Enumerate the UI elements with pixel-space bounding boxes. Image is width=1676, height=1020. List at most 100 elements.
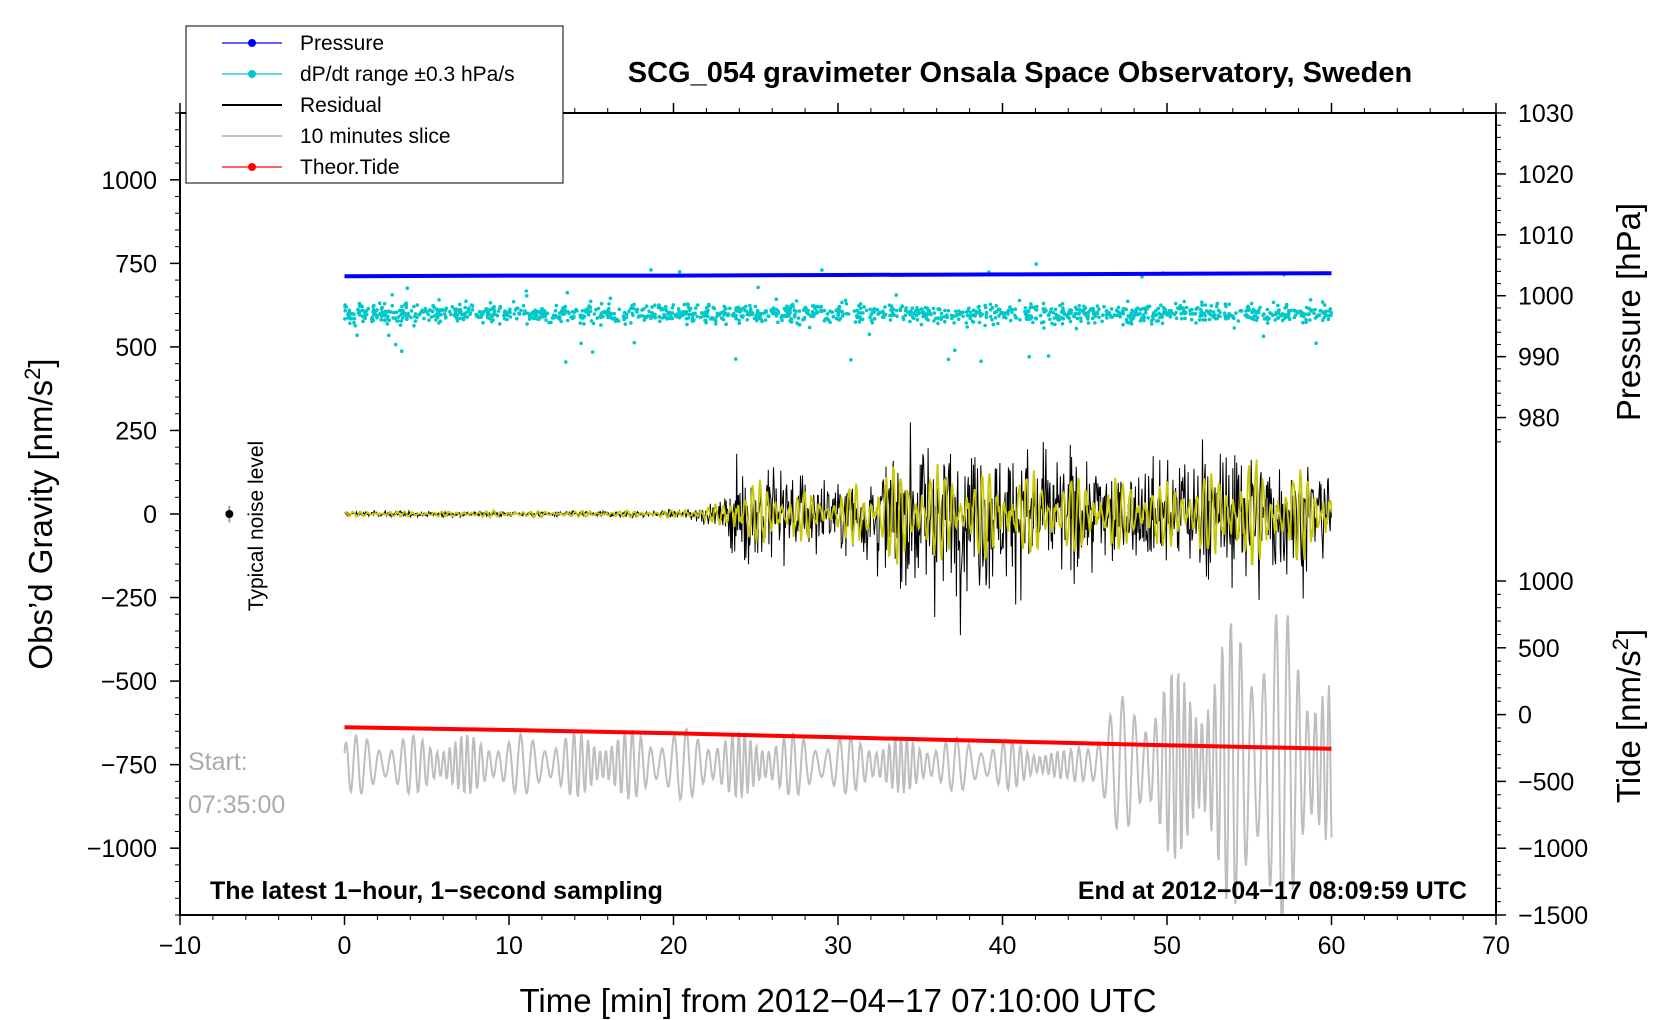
dpdt-point: [1265, 307, 1270, 312]
dpdt-point: [968, 316, 972, 321]
dpdt-point: [1117, 313, 1121, 318]
dpdt-point: [488, 301, 493, 305]
dpdt-point: [997, 314, 1001, 318]
dpdt-point: [622, 317, 626, 322]
dpdt-point: [688, 306, 693, 311]
dpdt-point: [1329, 310, 1333, 315]
dpdt-point: [961, 314, 965, 319]
series-theor-tide: [344, 725, 1332, 751]
dpdt-point: [1027, 354, 1031, 359]
dpdt-point: [1209, 313, 1213, 317]
dpdt-point: [776, 311, 780, 316]
dpdt-point: [1262, 317, 1267, 321]
left-axis-label-close: ]: [22, 358, 59, 367]
dpdt-point: [1048, 317, 1052, 322]
dpdt-point: [1232, 326, 1237, 330]
dpdt-point: [579, 341, 583, 346]
dpdt-point: [1322, 303, 1327, 307]
dpdt-point: [629, 306, 633, 311]
dpdt-point: [490, 313, 494, 318]
dpdt-point: [1116, 305, 1121, 310]
dpdt-point: [726, 312, 731, 316]
dpdt-point: [524, 289, 529, 293]
x-tick-label: 30: [824, 932, 852, 960]
dpdt-point: [714, 315, 719, 319]
dpdt-point: [713, 318, 718, 323]
dpdt-point: [898, 308, 903, 313]
dpdt-point: [677, 270, 682, 274]
dpdt-point: [343, 317, 347, 321]
dpdt-point: [937, 307, 941, 311]
dpdt-point: [343, 308, 348, 313]
tide-tick-label: 0: [1518, 702, 1532, 730]
dpdt-point: [1214, 316, 1218, 321]
dpdt-point: [685, 322, 689, 327]
dpdt-point: [450, 305, 455, 309]
dpdt-point: [544, 318, 548, 322]
dpdt-point: [400, 316, 405, 320]
dpdt-point: [1147, 304, 1152, 309]
dpdt-point: [815, 310, 820, 315]
dpdt-point: [1141, 313, 1146, 317]
dpdt-point: [1156, 306, 1161, 311]
dpdt-point: [1106, 312, 1110, 316]
dpdt-point: [943, 319, 947, 324]
dpdt-point: [901, 315, 905, 320]
dpdt-point: [1054, 312, 1058, 317]
dpdt-point: [429, 315, 434, 319]
dpdt-point: [543, 314, 547, 319]
dpdt-point: [807, 325, 812, 330]
dpdt-point: [588, 299, 593, 304]
dpdt-point: [1178, 304, 1183, 309]
dpdt-point: [526, 311, 530, 316]
dpdt-point: [1097, 307, 1101, 312]
dpdt-point: [939, 311, 944, 316]
dpdt-point: [413, 319, 418, 324]
dpdt-point: [598, 314, 602, 319]
dpdt-point: [594, 307, 598, 312]
dpdt-point: [399, 319, 404, 323]
dpdt-point: [432, 305, 437, 310]
dpdt-point: [766, 314, 771, 319]
dpdt-point: [578, 321, 583, 325]
dpdt-point: [908, 312, 912, 317]
dpdt-point: [1183, 316, 1187, 321]
legend-swatch-dot: [248, 70, 256, 78]
dpdt-point: [660, 306, 664, 311]
dpdt-point: [872, 317, 877, 321]
dpdt-point: [1200, 300, 1204, 305]
dpdt-point: [1306, 312, 1311, 317]
dpdt-point: [1236, 319, 1241, 323]
dpdt-point: [868, 307, 872, 312]
dpdt-point: [802, 315, 807, 320]
dpdt-point: [1052, 316, 1057, 320]
dpdt-point: [452, 313, 457, 318]
tide-axis-label-close: ]: [1610, 629, 1647, 638]
dpdt-point: [423, 306, 428, 311]
dpdt-point: [1146, 316, 1150, 320]
dpdt-point: [396, 315, 401, 319]
dpdt-point: [819, 309, 823, 314]
dpdt-point: [949, 313, 954, 318]
dpdt-point: [432, 314, 437, 318]
dpdt-point: [1144, 306, 1148, 310]
dpdt-point: [1038, 313, 1043, 318]
dpdt-point: [1086, 321, 1091, 325]
dpdt-point: [1066, 312, 1070, 317]
dpdt-point: [1068, 311, 1073, 315]
dpdt-point: [1207, 317, 1212, 322]
data-layer: [343, 262, 1333, 915]
dpdt-point: [448, 310, 452, 314]
dpdt-point: [1056, 317, 1060, 322]
dpdt-point: [592, 312, 597, 316]
dpdt-point: [904, 306, 908, 310]
legend-label: dP/dt range ±0.3 hPa/s: [300, 63, 515, 86]
dpdt-point: [965, 325, 970, 329]
dpdt-point: [1058, 303, 1062, 308]
dpdt-point: [979, 359, 983, 364]
dpdt-point: [1273, 318, 1277, 322]
dpdt-point: [685, 302, 690, 306]
dpdt-point: [584, 310, 588, 314]
dpdt-point: [1246, 304, 1250, 309]
dpdt-point: [502, 313, 506, 318]
